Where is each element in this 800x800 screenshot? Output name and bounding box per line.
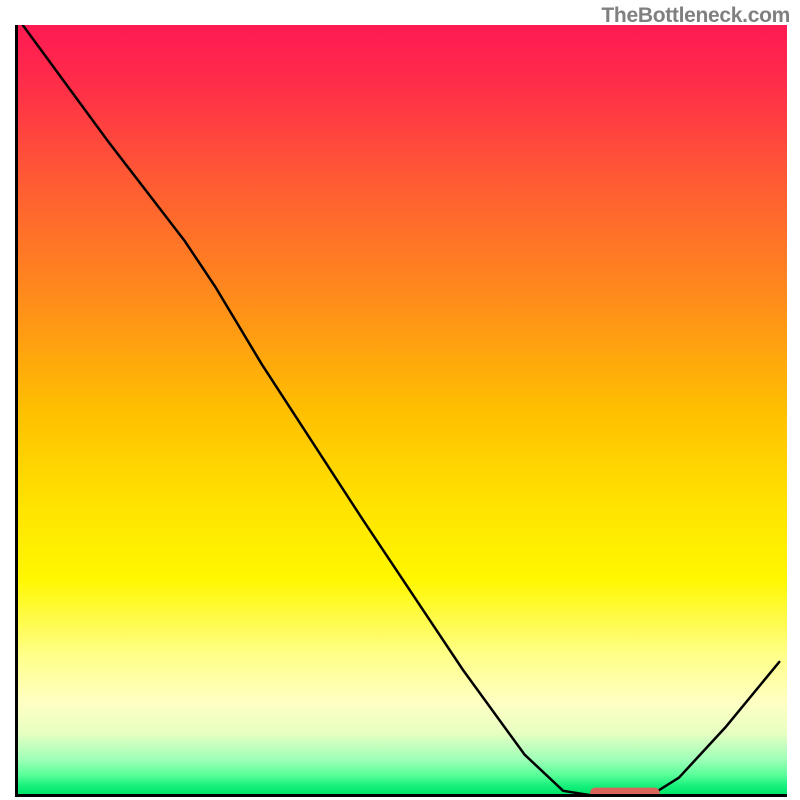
gradient-background bbox=[18, 25, 787, 794]
chart-plot bbox=[15, 25, 787, 797]
chart-container: TheBottleneck.com bbox=[0, 0, 800, 800]
